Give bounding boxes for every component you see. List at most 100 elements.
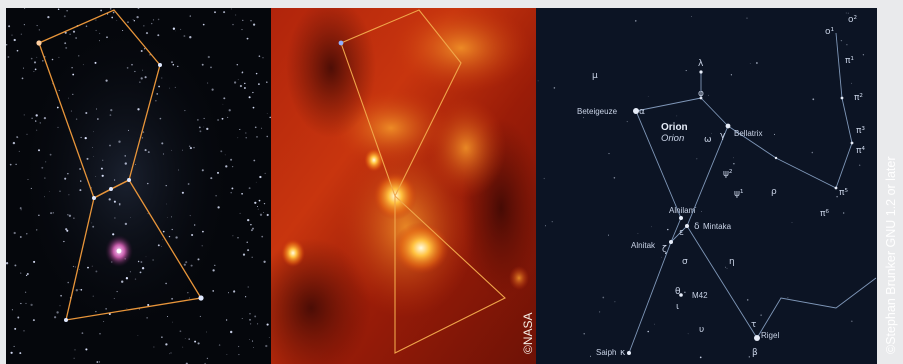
star-dot — [79, 269, 80, 271]
star-dot — [36, 25, 38, 27]
infrared-constellation-lines — [340, 9, 506, 354]
star-dot — [172, 63, 175, 66]
star-dot — [241, 29, 243, 31]
star-dot — [13, 345, 15, 347]
star-dot — [551, 221, 553, 223]
star-dot — [162, 153, 165, 155]
star-dot — [132, 18, 134, 21]
star-dot — [185, 261, 188, 264]
star-dot — [100, 167, 103, 170]
star-dot — [97, 118, 99, 120]
star-dot — [225, 319, 228, 321]
star-dot — [134, 70, 136, 73]
star-dot — [42, 60, 44, 62]
star-dot — [146, 317, 148, 319]
star-dot — [171, 216, 172, 218]
label-sigma: σ — [682, 257, 688, 267]
star-dot — [109, 114, 112, 116]
star-dot — [69, 33, 71, 35]
star-dot — [50, 212, 53, 215]
label-rho: ρ — [771, 187, 777, 197]
star-dot — [184, 110, 186, 112]
star-dot — [252, 106, 255, 109]
star-dot — [161, 77, 163, 79]
star-dot — [244, 82, 246, 85]
star-dot — [259, 213, 263, 216]
star-dot — [111, 16, 114, 19]
star-dot — [17, 137, 19, 139]
star-dot — [129, 271, 131, 273]
star-dot — [685, 70, 687, 72]
star-dot — [215, 195, 217, 197]
star-dot — [143, 48, 146, 50]
label-theta: θ — [675, 287, 681, 297]
label-m42: M42 — [692, 291, 708, 300]
chart-title: Orion — [661, 122, 688, 133]
label-eta: η — [729, 257, 735, 267]
star-dot — [95, 19, 97, 21]
star-dot — [237, 79, 239, 81]
star-dot — [696, 158, 698, 160]
star-dot — [101, 174, 104, 177]
star-dot — [733, 163, 735, 165]
star-dot — [701, 211, 702, 213]
star-dot — [78, 289, 80, 290]
label-omega: ω — [704, 135, 712, 145]
star-dot — [756, 62, 758, 64]
star-dot — [266, 81, 268, 83]
star-dot — [168, 235, 171, 238]
star-dot — [231, 187, 234, 190]
star-dot — [224, 154, 226, 156]
star-dot — [169, 87, 170, 89]
star-dot — [68, 194, 70, 196]
star-dot — [95, 270, 98, 273]
star-dot — [30, 57, 33, 60]
star-dot — [152, 19, 155, 21]
chart-subtitle: Orion — [661, 133, 684, 144]
label-pi1: π¹ — [845, 56, 854, 66]
star-dot — [58, 56, 60, 58]
star-dot — [54, 316, 57, 319]
star-dot — [241, 192, 243, 195]
star-dot — [31, 117, 33, 120]
star-dot — [183, 263, 186, 266]
star-dot — [140, 261, 143, 263]
star-dot — [137, 108, 140, 111]
star-dot — [847, 12, 849, 14]
star-dot — [236, 63, 239, 66]
star-dot — [13, 231, 16, 235]
star-dot — [218, 344, 221, 346]
star-dot — [166, 203, 168, 205]
star-dot — [23, 330, 25, 332]
photo-panel — [6, 8, 271, 364]
star-dot — [141, 137, 144, 139]
star-dot — [248, 187, 251, 190]
star-dot — [36, 56, 38, 58]
star-dot — [171, 149, 173, 151]
star-dot — [68, 214, 72, 217]
star-dot — [85, 348, 88, 351]
infrared-svg — [271, 8, 536, 364]
star-dot — [36, 229, 38, 231]
photo-starfield — [6, 8, 271, 364]
star-dot — [171, 297, 174, 300]
star-dot — [137, 8, 140, 9]
star-dot — [251, 340, 254, 342]
star-dot — [127, 129, 129, 131]
star-dot — [746, 17, 748, 19]
star-dot — [65, 46, 68, 49]
star-dot — [177, 169, 180, 171]
star-dot — [20, 33, 22, 35]
star-dot — [259, 175, 262, 179]
star-dot — [8, 25, 11, 28]
star-dot — [255, 72, 258, 75]
star-dot — [92, 295, 94, 297]
star-dot — [266, 113, 268, 114]
star-dot — [787, 297, 789, 299]
label-psi2: ψ² — [723, 169, 733, 179]
star-dot — [251, 256, 253, 259]
photo-constellation-lines — [38, 9, 203, 321]
star-dot — [268, 337, 270, 338]
star-dot — [537, 80, 539, 82]
